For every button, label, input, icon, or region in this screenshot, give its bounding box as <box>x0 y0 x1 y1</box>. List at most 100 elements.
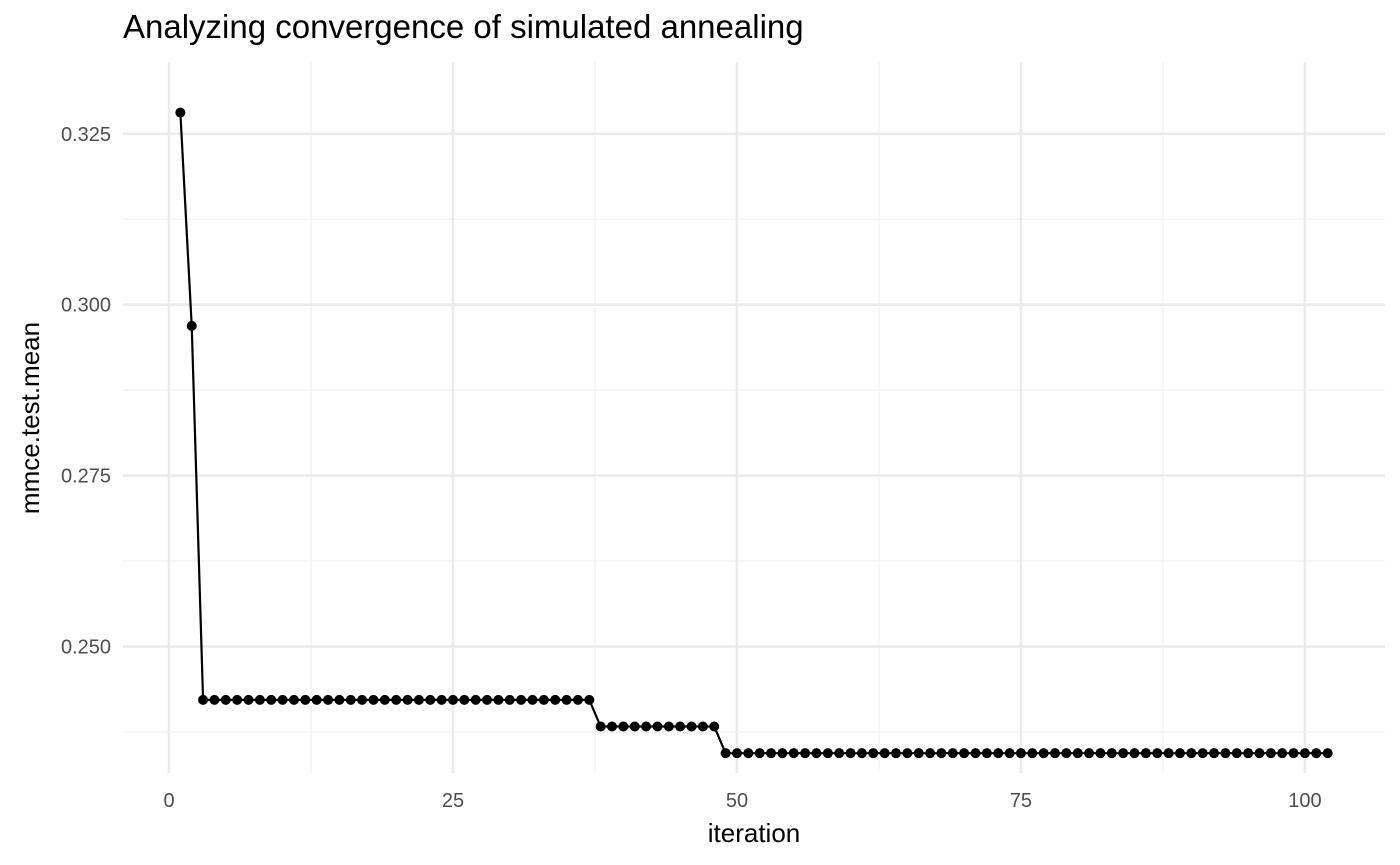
data-point <box>1106 748 1117 759</box>
x-tick-label: 0 <box>163 790 174 812</box>
data-point <box>981 748 992 759</box>
data-point <box>561 694 572 705</box>
series-line <box>179 112 1328 755</box>
data-point <box>788 748 799 759</box>
data-point <box>288 694 299 705</box>
data-point <box>868 748 879 759</box>
data-point <box>1174 748 1185 759</box>
data-point <box>345 694 356 705</box>
data-point <box>777 748 788 759</box>
y-tick-label: 0.325 <box>61 124 111 146</box>
data-point <box>811 748 822 759</box>
data-point <box>572 694 583 705</box>
data-point <box>379 694 390 705</box>
data-point <box>1277 748 1288 759</box>
data-point <box>959 748 970 759</box>
series-line-group <box>179 112 1328 755</box>
data-point <box>936 748 947 759</box>
data-point <box>584 694 595 705</box>
data-point <box>1095 748 1106 759</box>
data-point <box>754 748 765 759</box>
data-point <box>1050 748 1061 759</box>
data-point <box>720 748 731 759</box>
data-point <box>220 694 231 705</box>
data-point <box>1027 748 1038 759</box>
data-point <box>595 721 606 732</box>
data-point <box>1209 748 1220 759</box>
data-point <box>209 694 220 705</box>
data-point <box>447 694 458 705</box>
data-point <box>629 721 640 732</box>
data-point <box>232 694 243 705</box>
data-point <box>334 694 345 705</box>
x-tick-labels: 0 25 50 75 100 <box>163 790 1321 812</box>
data-point <box>1129 748 1140 759</box>
data-point <box>607 721 618 732</box>
y-tick-label: 0.300 <box>61 295 111 317</box>
data-point <box>1038 748 1049 759</box>
data-point <box>1311 748 1322 759</box>
data-point <box>243 694 254 705</box>
y-axis-title: mmce.test.mean <box>15 322 45 514</box>
data-point <box>652 721 663 732</box>
data-point <box>254 694 265 705</box>
data-point <box>516 694 527 705</box>
data-point <box>993 748 1004 759</box>
data-point <box>1243 748 1254 759</box>
data-point <box>618 721 629 732</box>
data-point <box>391 694 402 705</box>
data-point <box>1197 748 1208 759</box>
data-point <box>1231 748 1242 759</box>
data-point <box>436 694 447 705</box>
data-point <box>277 694 288 705</box>
data-point <box>675 721 686 732</box>
data-point <box>311 694 322 705</box>
data-point <box>550 694 561 705</box>
data-point <box>902 748 913 759</box>
data-point <box>856 748 867 759</box>
data-point <box>1140 748 1151 759</box>
data-point <box>1152 748 1163 759</box>
data-point <box>357 694 368 705</box>
data-point <box>1186 748 1197 759</box>
data-point <box>1061 748 1072 759</box>
data-point <box>470 694 481 705</box>
data-point <box>925 748 936 759</box>
data-point <box>731 748 742 759</box>
data-point <box>800 748 811 759</box>
data-point <box>686 721 697 732</box>
data-point <box>947 748 958 759</box>
x-tick-label: 50 <box>726 790 748 812</box>
data-point <box>890 748 901 759</box>
data-point <box>482 694 493 705</box>
data-point <box>1118 748 1129 759</box>
data-point <box>323 694 334 705</box>
data-point <box>641 721 652 732</box>
data-point <box>697 721 708 732</box>
data-points <box>175 107 1333 759</box>
data-point <box>368 694 379 705</box>
data-point <box>709 721 720 732</box>
data-point <box>1220 748 1231 759</box>
data-point <box>186 320 197 331</box>
data-point <box>1084 748 1095 759</box>
y-tick-label: 0.275 <box>61 466 111 488</box>
data-point <box>970 748 981 759</box>
data-point <box>1299 748 1310 759</box>
data-point <box>1004 748 1015 759</box>
data-point <box>266 694 277 705</box>
data-point <box>1163 748 1174 759</box>
data-point <box>300 694 311 705</box>
data-point <box>459 694 470 705</box>
data-point <box>822 748 833 759</box>
data-point <box>425 694 436 705</box>
data-point <box>834 748 845 759</box>
data-point <box>743 748 754 759</box>
x-tick-label: 100 <box>1288 790 1321 812</box>
data-point <box>766 748 777 759</box>
data-point <box>1265 748 1276 759</box>
data-point <box>1288 748 1299 759</box>
x-tick-label: 75 <box>1010 790 1032 812</box>
data-point <box>198 694 209 705</box>
